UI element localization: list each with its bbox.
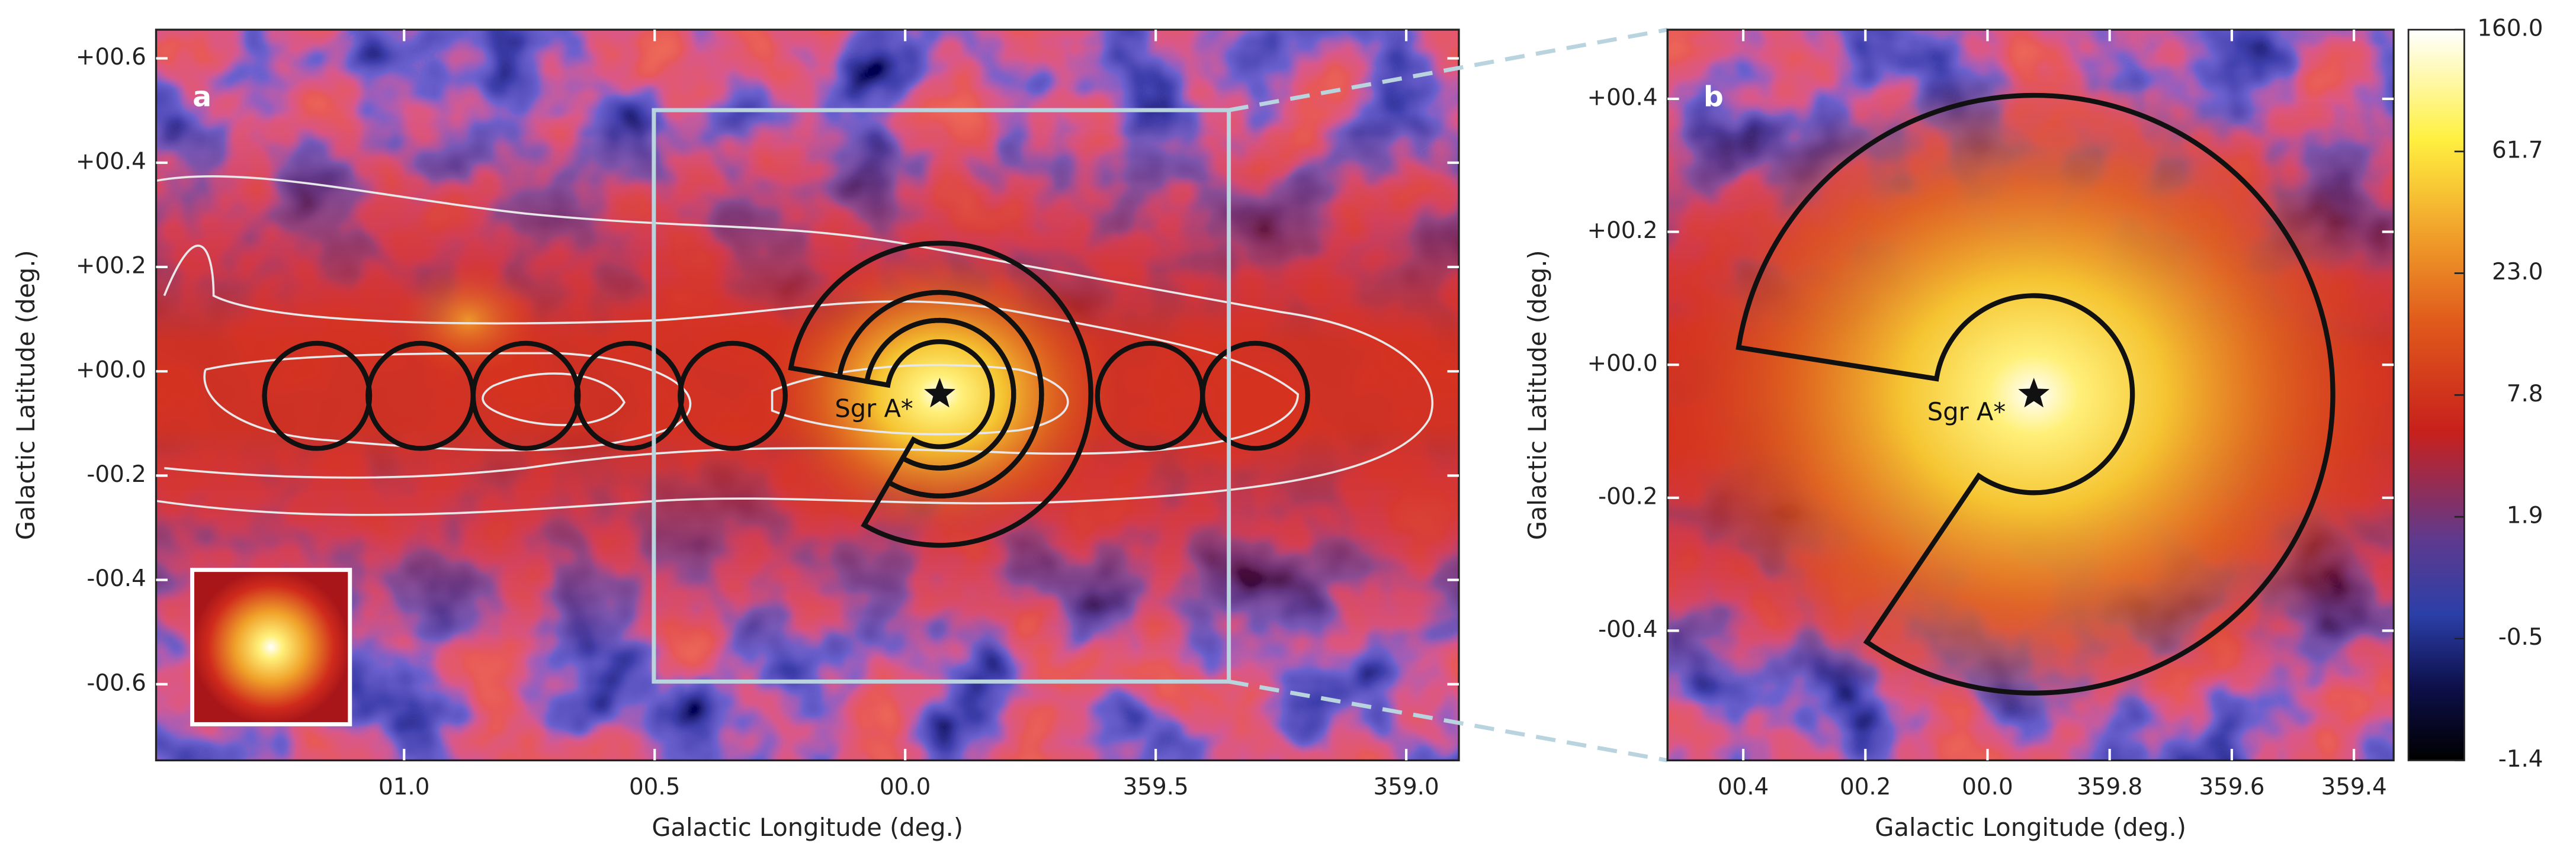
y-axis-title: Galactic Latitude (deg.) (11, 250, 40, 540)
y-tick-label: +00.2 (76, 252, 146, 279)
x-tick-label: 00.0 (880, 774, 931, 800)
map-a (156, 30, 1459, 761)
y-tick-label: -00.6 (86, 670, 146, 696)
x-tick-label: 359.4 (2321, 774, 2387, 800)
x-axis-title: Galactic Longitude (deg.) (1875, 813, 2186, 842)
y-tick-label: -00.2 (1598, 483, 1657, 510)
zoom-lines (1228, 27, 1668, 763)
panel-label: a (193, 81, 211, 114)
zoom-line (1228, 679, 1668, 763)
y-tick-label: -00.4 (86, 565, 146, 592)
source-label: Sgr A* (835, 394, 913, 423)
zoom-box (652, 108, 1231, 684)
colorbar-tick-label: 7.8 (2507, 381, 2543, 407)
regions (262, 240, 1310, 548)
x-tick-label: 01.0 (378, 774, 429, 800)
zoom-line (1228, 27, 1668, 112)
x-tick-label: 359.5 (1123, 774, 1189, 800)
y-tick-label: +00.0 (76, 357, 146, 384)
y-tick-label: +00.4 (1587, 84, 1658, 111)
y-tick-label: +00.0 (1587, 350, 1658, 377)
y-axis-title: Galactic Latitude (deg.) (1523, 250, 1552, 540)
map-b (1667, 30, 2394, 761)
hotspot (394, 262, 543, 378)
star (924, 378, 955, 408)
colorbar-tick-label: -1.4 (2498, 746, 2543, 773)
colorbar-tick-label: 1.9 (2507, 502, 2543, 529)
star (2018, 378, 2050, 408)
y-tick-label: +00.4 (76, 148, 146, 175)
x-tick-label: 00.4 (1718, 774, 1769, 800)
y-tick-label: -00.2 (86, 461, 146, 488)
panel-label: b (1704, 81, 1724, 114)
colorbar-tick-label: 23.0 (2492, 259, 2543, 285)
x-axis-title: Galactic Longitude (deg.) (652, 813, 963, 842)
x-tick-label: 359.8 (2077, 774, 2142, 800)
x-tick-label: 00.5 (629, 774, 680, 800)
frame-b (1666, 28, 2395, 762)
x-tick-label: 359.6 (2199, 774, 2264, 800)
frame-a (155, 28, 1460, 762)
annulus (1735, 92, 2336, 696)
x-tick-label: 359.0 (1374, 774, 1439, 800)
colorbar-tick-label: -0.5 (2498, 624, 2543, 651)
colorbar-tick-label: 61.7 (2492, 137, 2543, 163)
y-tick-label: +00.2 (1587, 217, 1658, 244)
source-label: Sgr A* (1927, 397, 2006, 426)
x-tick-label: 00.2 (1840, 774, 1891, 800)
y-tick-label: +00.6 (76, 44, 146, 70)
colorbar-tick-label: 160.0 (2477, 15, 2543, 42)
annulus (788, 240, 1093, 548)
x-tick-label: 00.0 (1962, 774, 2013, 800)
y-tick-label: -00.4 (1598, 616, 1657, 643)
psf-inset (190, 568, 352, 726)
